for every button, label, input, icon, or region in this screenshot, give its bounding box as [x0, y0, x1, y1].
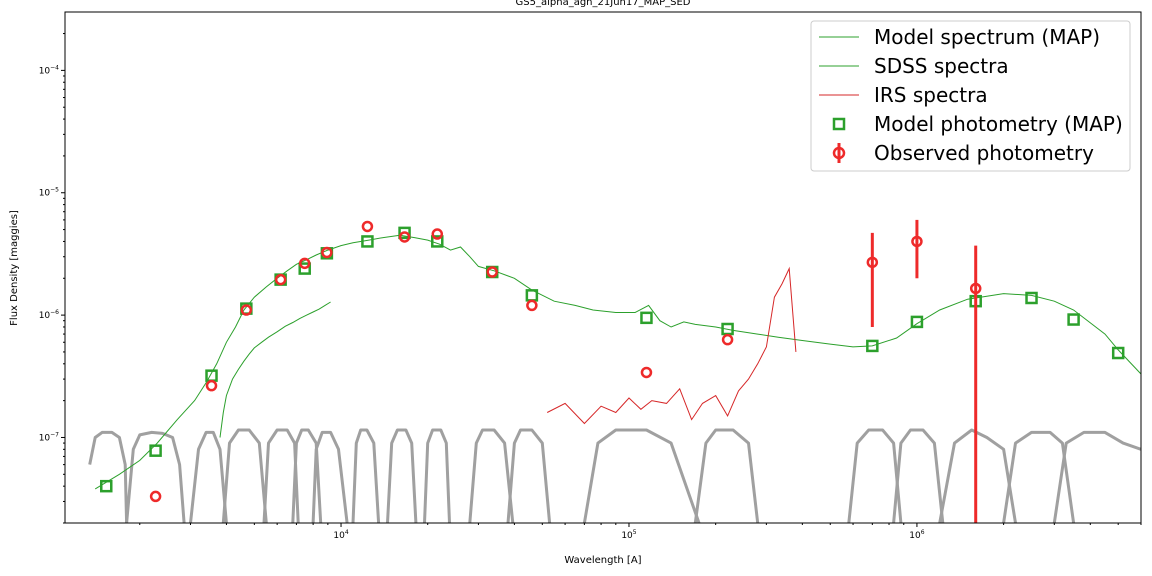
observed-photometry-point — [969, 282, 982, 295]
observed-photometry-point — [721, 333, 734, 346]
model-photometry-point — [298, 262, 311, 275]
filter-curve — [468, 428, 515, 523]
legend-label: IRS spectra — [874, 83, 988, 107]
observed-photometry-point — [205, 379, 218, 392]
model-photometry-point — [431, 235, 444, 248]
y-tick-label: 10−7 — [39, 431, 59, 443]
filter-curve — [88, 430, 129, 523]
legend-label: SDSS spectra — [874, 54, 1009, 78]
legend: Model spectrum (MAP) SDSS spectra IRS spec… — [810, 20, 1131, 172]
observed-photometry-point — [640, 366, 653, 379]
x-tick-label: 104 — [333, 529, 348, 541]
legend-entry: Model photometry (MAP) — [832, 112, 1123, 136]
plot-layer — [88, 219, 1141, 523]
observed-photometry-point — [298, 257, 311, 270]
y-axis: 10−7 10−6 10−5 10−4 — [39, 33, 65, 524]
model-photometry-point — [910, 315, 924, 329]
y-tick-label: 10−6 — [39, 309, 59, 321]
y-tick-label: 10−4 — [39, 64, 59, 76]
legend-circle-swatch — [832, 146, 846, 160]
x-tick-label: 106 — [909, 529, 924, 541]
model-photometry-point — [398, 226, 411, 240]
model-spectrum-line — [94, 234, 1141, 490]
observed-photometry-point — [321, 246, 333, 259]
legend-entry: Model spectrum (MAP) — [819, 25, 1100, 49]
filter-curve — [506, 428, 552, 523]
observed-photometry-point — [911, 235, 923, 248]
observed-photometry-point — [274, 273, 287, 286]
filter-curve — [221, 428, 268, 523]
filter-curve — [1052, 430, 1141, 523]
legend-box — [810, 20, 1131, 172]
observed-photometry-point — [361, 220, 374, 233]
y-tick-label: 10−5 — [39, 187, 59, 199]
model-photometry-point — [100, 479, 113, 493]
model-photometry-point — [1067, 313, 1080, 326]
plot-frame — [64, 11, 1142, 524]
legend-entry: SDSS spectra — [819, 54, 1009, 78]
model-photometry-point — [149, 444, 162, 457]
plot-area — [88, 219, 1141, 523]
observed-photometry-point — [866, 256, 879, 269]
filter-curve — [693, 428, 760, 523]
observed-photometry-point — [431, 228, 444, 240]
observed-photometry-point — [398, 231, 411, 243]
filter-curve — [351, 428, 381, 523]
filter-curve — [189, 430, 228, 523]
filter-curve — [386, 428, 418, 523]
x-axis: 104 105 106 — [139, 523, 1142, 541]
sdss-spectrum-line — [219, 301, 331, 438]
x-tick-label: 105 — [621, 529, 636, 541]
chart-title: GS5_alpha_agn_21Jun17_MAP_SED — [516, 0, 691, 8]
x-axis-label: Wavelength [A] — [564, 555, 641, 566]
model-photometry-point — [1025, 291, 1038, 305]
filter-curve — [847, 428, 903, 523]
legend-square-swatch — [832, 117, 846, 131]
legend-label: Observed photometry — [874, 141, 1094, 165]
irs-spectrum-line — [546, 266, 797, 425]
observed-photometry-point — [486, 266, 498, 278]
filter-curve — [125, 430, 186, 523]
observed-photometry-point — [149, 490, 162, 503]
filter-curve — [892, 428, 945, 523]
model-photometry-point — [640, 311, 653, 325]
model-photometry-point — [1111, 346, 1125, 360]
filter-curve — [423, 428, 451, 523]
observed-photometry-point — [526, 299, 538, 312]
observed-photometry-point — [240, 304, 253, 316]
y-axis-label: Flux Density [maggies] — [9, 210, 20, 326]
legend-entry: IRS spectra — [819, 83, 988, 107]
filter-curve — [311, 430, 349, 523]
model-photometry-point — [361, 235, 374, 248]
filter-curve — [938, 428, 1017, 523]
model-photometry-point — [866, 339, 879, 353]
legend-label: Model photometry (MAP) — [874, 112, 1123, 136]
filter-curve — [582, 428, 701, 523]
legend-label: Model spectrum (MAP) — [874, 25, 1100, 49]
legend-entry: Observed photometry — [832, 141, 1094, 165]
